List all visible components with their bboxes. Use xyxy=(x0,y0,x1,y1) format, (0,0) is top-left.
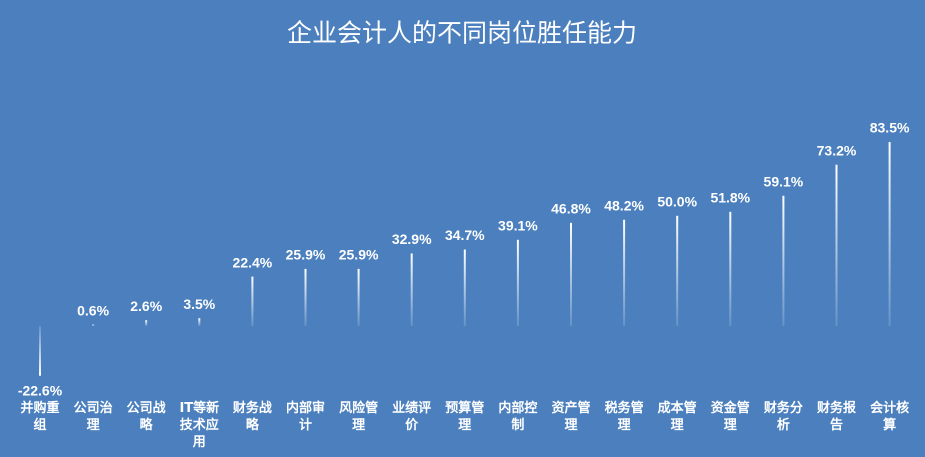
x-tick-label: 税务管理 xyxy=(604,401,644,433)
x-tick-label: 内部审计 xyxy=(285,401,325,433)
data-label: 39.1% xyxy=(498,218,538,234)
bar xyxy=(570,222,572,326)
x-tick-label: 资产管理 xyxy=(551,401,591,433)
data-label: 2.6% xyxy=(130,298,162,314)
bar xyxy=(357,268,360,326)
x-tick-label: 并购重组 xyxy=(20,401,60,433)
x-tick-label: 成本管理 xyxy=(657,401,697,433)
bar xyxy=(92,324,95,326)
data-label: -22.6% xyxy=(18,382,63,398)
data-label: 22.4% xyxy=(233,254,273,270)
chart-title: 企业会计人的不同岗位胜任能力 xyxy=(287,20,637,48)
bar xyxy=(516,239,519,326)
data-label: 83.5% xyxy=(870,120,910,136)
data-label: 50.0% xyxy=(657,194,697,210)
x-tick-label: 公司战略 xyxy=(126,401,166,433)
x-tick-label: 会计核算 xyxy=(870,401,910,433)
data-label: 73.2% xyxy=(817,142,857,158)
data-label: 59.1% xyxy=(764,173,804,189)
data-label: 25.9% xyxy=(339,247,379,263)
bar xyxy=(145,320,148,326)
bar xyxy=(729,211,732,326)
bar xyxy=(39,325,41,376)
data-label: 0.6% xyxy=(77,302,109,318)
x-tick-label: 业绩评价 xyxy=(392,401,432,433)
x-tick-label: 资金管理 xyxy=(710,401,750,433)
data-label: 46.8% xyxy=(551,201,591,217)
data-label: 25.9% xyxy=(286,247,326,263)
bar xyxy=(251,276,254,326)
data-label: 34.7% xyxy=(445,227,485,243)
bar xyxy=(676,215,679,326)
bar xyxy=(410,253,413,326)
x-tick-label: IT等新技术应用 xyxy=(179,401,220,450)
bar xyxy=(782,195,785,326)
data-label: 32.9% xyxy=(392,231,432,247)
data-label: 48.2% xyxy=(604,197,644,213)
x-tick-label: 财务报告 xyxy=(816,401,856,433)
bar xyxy=(463,249,466,326)
x-tick-label: 预算管理 xyxy=(445,401,485,433)
bar xyxy=(835,164,838,326)
bar xyxy=(198,318,201,326)
x-tick-label: 风险管理 xyxy=(339,401,379,433)
x-tick-label: 公司治理 xyxy=(73,401,113,433)
data-label: 3.5% xyxy=(183,296,215,312)
bar xyxy=(304,268,307,326)
x-tick-label: 财务战略 xyxy=(232,401,272,433)
bar xyxy=(623,219,626,326)
bar xyxy=(888,142,891,326)
x-tick-label: 财务分析 xyxy=(763,401,803,433)
x-tick-label: 内部控制 xyxy=(498,401,538,433)
data-label: 51.8% xyxy=(710,190,750,206)
